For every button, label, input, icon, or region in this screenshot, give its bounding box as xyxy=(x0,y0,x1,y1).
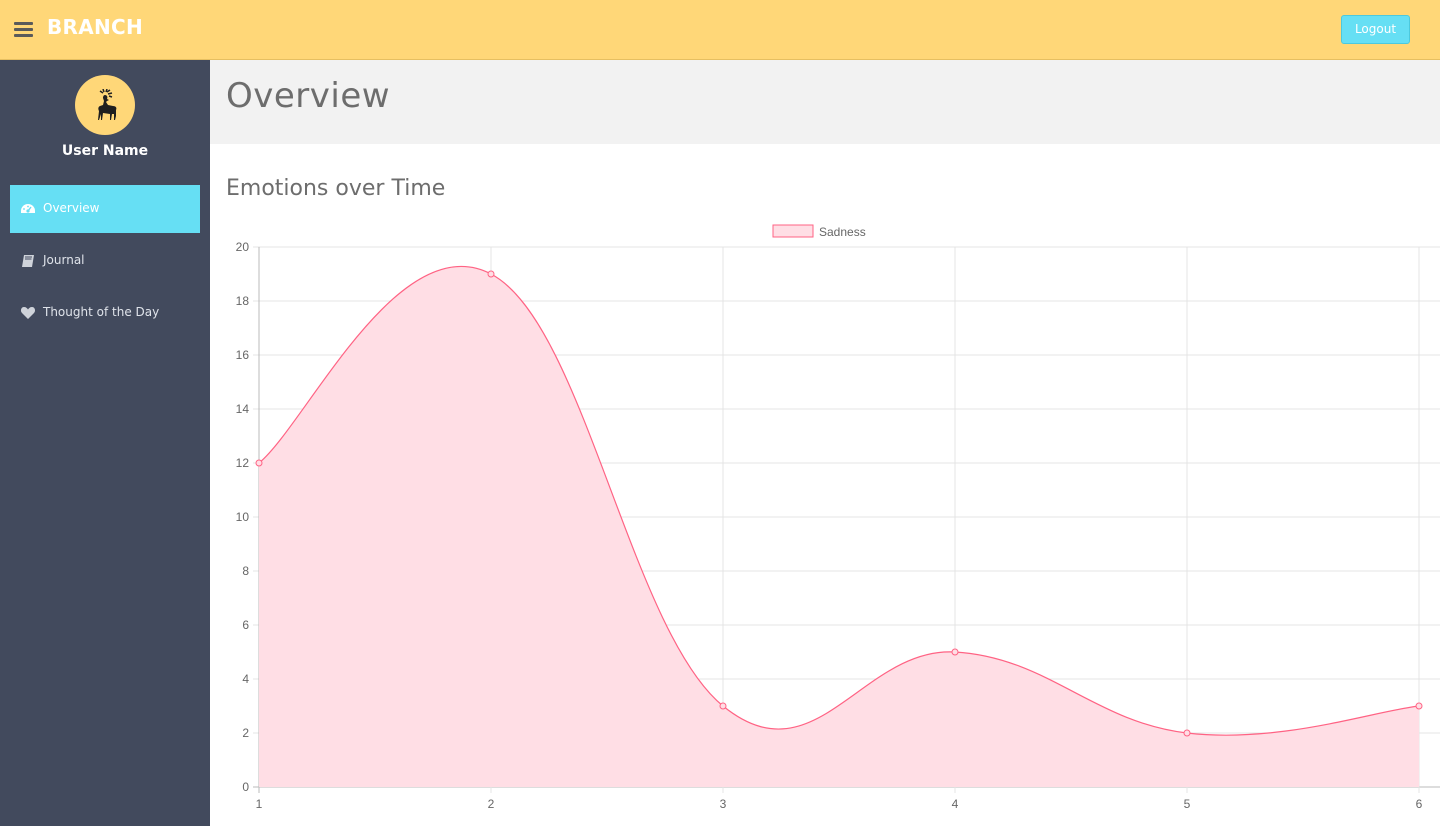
series-area-0 xyxy=(259,266,1419,787)
y-tick-label: 14 xyxy=(236,402,250,416)
y-tick-label: 8 xyxy=(242,564,249,578)
avatar[interactable] xyxy=(75,75,135,135)
deer-icon xyxy=(98,89,117,120)
emotions-chart: 0 2 4 6 8 10 12 14 16 18 20 1 2 3 4 5 6 Sadness xyxy=(210,215,1440,826)
x-tick-label: 2 xyxy=(488,797,495,811)
menu-icon[interactable] xyxy=(14,22,33,38)
y-tick-label: 10 xyxy=(236,510,250,524)
y-tick-label: 18 xyxy=(236,294,250,308)
brand-logo-text[interactable]: BRANCH xyxy=(47,15,144,39)
sidebar: User Name Overview Journal Thought of th… xyxy=(0,60,210,826)
user-name: User Name xyxy=(61,143,149,159)
data-point xyxy=(951,648,959,656)
y-tick-label: 12 xyxy=(236,456,250,470)
y-tick-label: 2 xyxy=(242,726,249,740)
data-point xyxy=(719,702,727,710)
logout-button[interactable]: Logout xyxy=(1341,15,1410,44)
data-point xyxy=(1183,729,1191,737)
x-tick-label: 3 xyxy=(720,797,727,811)
section-title: Emotions over Time xyxy=(226,176,446,201)
sidebar-item-label: Thought of the Day xyxy=(43,305,160,319)
y-tick-label: 0 xyxy=(242,780,249,794)
sidebar-item-journal[interactable]: Journal xyxy=(10,237,200,285)
x-tick-label: 6 xyxy=(1416,797,1423,811)
x-tick-label: 1 xyxy=(256,797,263,811)
data-point xyxy=(487,270,495,278)
y-tick-label: 16 xyxy=(236,348,250,362)
book-icon xyxy=(22,255,34,267)
legend-label: Sadness xyxy=(819,225,866,239)
sidebar-item-thought-of-the-day[interactable]: Thought of the Day xyxy=(10,289,200,337)
sidebar-item-label: Overview xyxy=(43,201,100,215)
sidebar-item-overview[interactable]: Overview xyxy=(10,185,200,233)
heart-icon xyxy=(20,307,36,319)
y-tick-label: 20 xyxy=(236,240,250,254)
top-bar: BRANCH Logout xyxy=(0,0,1440,60)
sidebar-item-label: Journal xyxy=(43,253,85,267)
page-header: Overview xyxy=(210,60,1440,144)
y-tick-label: 6 xyxy=(242,618,249,632)
data-point xyxy=(1415,702,1423,710)
data-point xyxy=(255,459,263,467)
x-tick-label: 4 xyxy=(952,797,959,811)
y-tick-label: 4 xyxy=(242,672,249,686)
legend-swatch xyxy=(772,224,814,238)
page-title: Overview xyxy=(226,76,391,116)
dashboard-icon xyxy=(21,204,35,213)
x-tick-label: 5 xyxy=(1184,797,1191,811)
